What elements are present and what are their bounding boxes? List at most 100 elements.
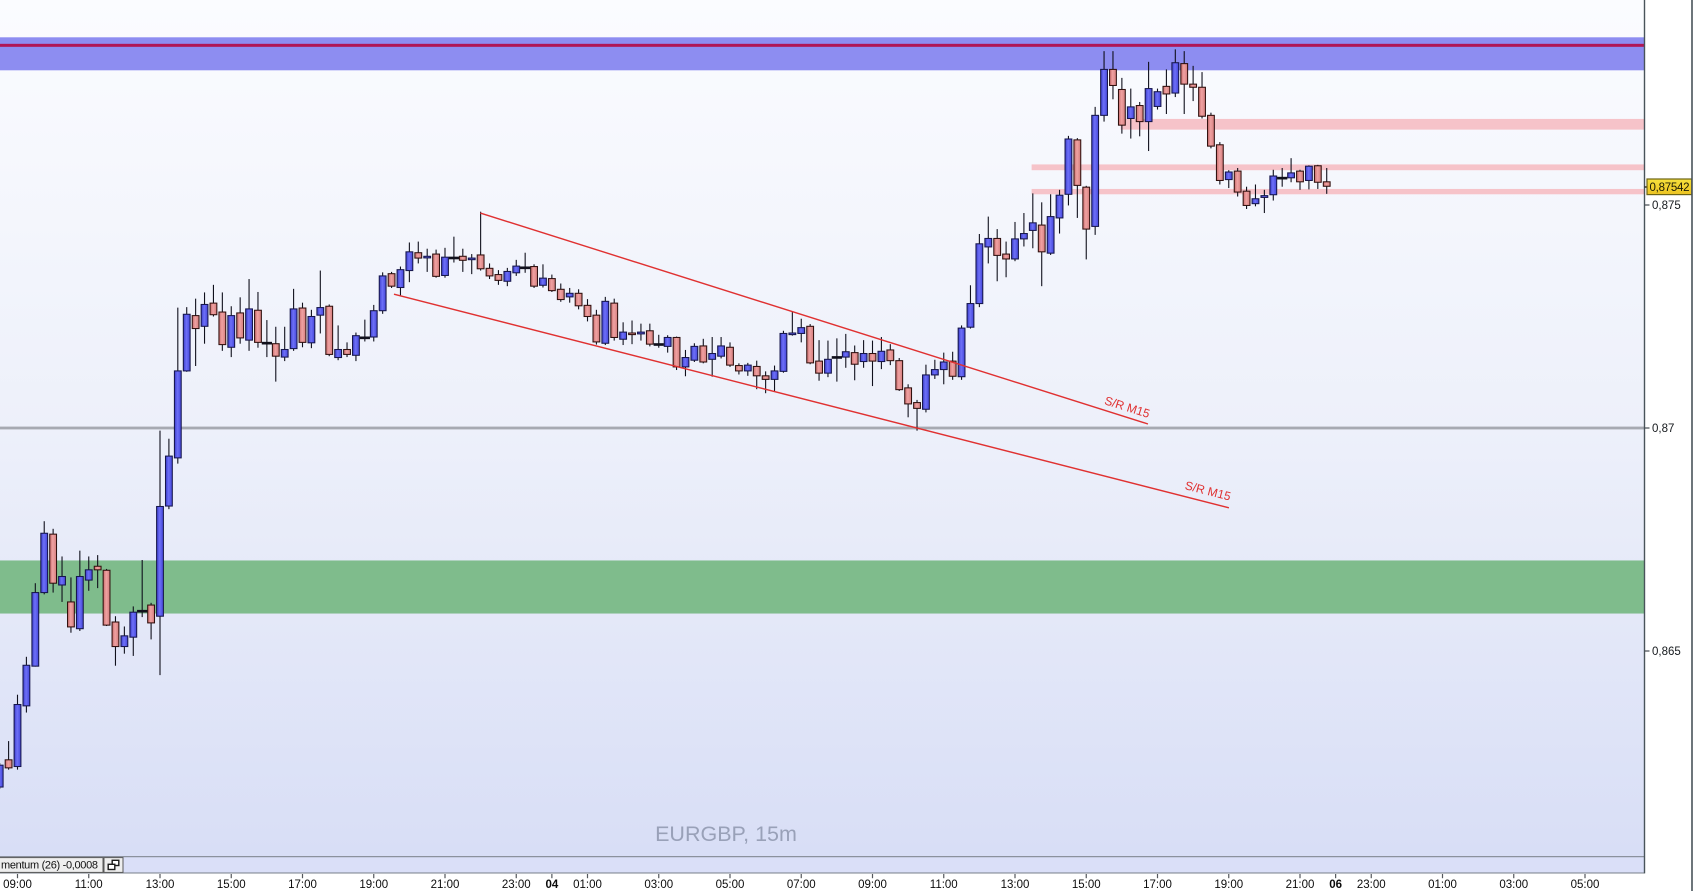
candle[interactable] [1296, 169, 1304, 190]
candle[interactable] [957, 325, 966, 380]
pink-zone[interactable] [1120, 118, 1645, 130]
indicator-label-box[interactable] [0, 857, 104, 873]
candle[interactable] [1144, 61, 1153, 152]
candle[interactable] [1028, 193, 1037, 249]
candle[interactable] [788, 311, 797, 336]
candle[interactable] [886, 344, 895, 366]
candle[interactable] [547, 274, 556, 292]
candle[interactable] [512, 259, 521, 276]
candle[interactable] [75, 550, 84, 631]
candle[interactable] [1046, 194, 1055, 255]
candle[interactable] [913, 399, 921, 431]
candle[interactable] [164, 438, 173, 510]
candle[interactable] [653, 334, 664, 348]
candle[interactable] [200, 292, 209, 344]
candle[interactable] [289, 288, 298, 351]
candle[interactable] [316, 270, 325, 334]
candle[interactable] [1260, 189, 1269, 214]
candle[interactable] [690, 343, 699, 362]
candle[interactable] [40, 521, 49, 595]
candle[interactable] [298, 302, 307, 348]
candle[interactable] [1064, 135, 1073, 206]
candle[interactable] [352, 332, 360, 362]
candle[interactable] [307, 309, 316, 349]
candle[interactable] [939, 352, 948, 385]
candle[interactable] [1313, 164, 1322, 189]
candle[interactable] [405, 242, 414, 283]
candle[interactable] [984, 216, 993, 264]
overlapping-windows-icon[interactable] [103, 857, 124, 873]
candle[interactable] [699, 338, 708, 364]
candle[interactable] [359, 319, 370, 342]
candle[interactable] [129, 606, 138, 656]
descending-channel-lower-line[interactable] [393, 293, 1230, 509]
candle[interactable] [280, 326, 289, 362]
candle[interactable] [1117, 77, 1126, 134]
candle[interactable] [156, 430, 164, 676]
candle[interactable] [681, 349, 690, 377]
candle[interactable] [1233, 167, 1242, 197]
candle[interactable] [619, 322, 628, 346]
candle[interactable] [734, 363, 743, 375]
candle[interactable] [261, 320, 272, 358]
candle[interactable] [432, 249, 441, 278]
candle[interactable] [1082, 185, 1091, 260]
candle[interactable] [708, 337, 717, 377]
candle[interactable] [565, 287, 574, 303]
resistance-zone[interactable] [0, 37, 1645, 71]
candle[interactable] [922, 364, 930, 413]
candle[interactable] [236, 297, 245, 344]
candle[interactable] [448, 236, 460, 263]
candle[interactable] [137, 560, 148, 618]
candle[interactable] [948, 351, 957, 380]
candle[interactable] [102, 568, 111, 627]
candle[interactable] [877, 337, 886, 370]
candle[interactable] [13, 694, 22, 770]
candle[interactable] [378, 272, 387, 314]
candle[interactable] [850, 345, 859, 381]
candle[interactable] [797, 318, 806, 343]
candle[interactable] [387, 271, 396, 288]
candle[interactable] [494, 270, 503, 285]
candle[interactable] [93, 555, 102, 589]
candle[interactable] [325, 304, 334, 357]
candle[interactable] [1153, 88, 1162, 110]
candle[interactable] [1224, 170, 1233, 189]
candle[interactable] [752, 360, 761, 390]
candle[interactable] [1073, 138, 1082, 218]
candle[interactable] [815, 340, 823, 381]
candle[interactable] [467, 254, 476, 275]
candle[interactable] [904, 384, 913, 418]
candle[interactable] [173, 307, 182, 464]
candle[interactable] [423, 248, 432, 272]
candle[interactable] [0, 762, 4, 789]
candle[interactable] [22, 656, 31, 713]
candle[interactable] [779, 330, 788, 373]
candle[interactable] [485, 263, 494, 280]
pink-zone[interactable] [1031, 164, 1645, 171]
candle[interactable] [476, 211, 485, 271]
candle[interactable] [1251, 184, 1260, 207]
candle[interactable] [191, 298, 200, 367]
candle[interactable] [84, 556, 93, 591]
candle[interactable] [245, 279, 253, 351]
candle[interactable] [592, 309, 601, 345]
candle[interactable] [67, 577, 75, 633]
candle[interactable] [227, 306, 236, 358]
candle[interactable] [601, 296, 610, 346]
candle[interactable] [831, 338, 843, 382]
candle[interactable] [4, 741, 13, 770]
candle[interactable] [49, 528, 58, 593]
candle[interactable] [1100, 51, 1108, 122]
candle[interactable] [868, 340, 877, 387]
candle[interactable] [1287, 158, 1296, 183]
support-zone[interactable] [0, 560, 1645, 614]
candle[interactable] [182, 307, 191, 372]
candle[interactable] [343, 342, 351, 358]
candle[interactable] [209, 284, 218, 317]
candle[interactable] [1091, 106, 1100, 235]
candle[interactable] [539, 264, 547, 288]
candle[interactable] [1189, 65, 1198, 102]
time-axis[interactable]: 09:00 11:00 13:00 15:00 17:00 19:00 21:00 23:00… [3, 874, 1599, 891]
